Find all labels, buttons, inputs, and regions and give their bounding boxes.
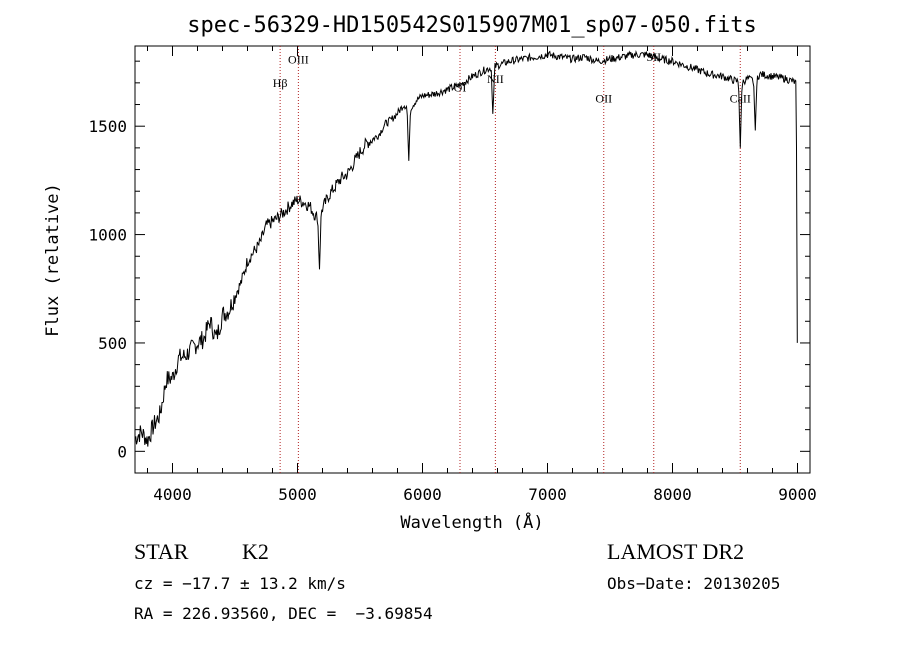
coordinates: RA = 226.93560, DEC = −3.69854 — [134, 604, 433, 623]
line-marker-label: NII — [487, 72, 504, 86]
x-tick-labels: 4000 5000 6000 7000 8000 9000 — [153, 485, 817, 504]
x-tick-label: 9000 — [778, 485, 817, 504]
x-axis-label: Wavelength (Å) — [400, 511, 543, 533]
y-tick-labels: 0 500 1000 1500 — [88, 117, 127, 461]
x-tick-label: 7000 — [528, 485, 567, 504]
y-tick-label: 0 — [117, 442, 127, 461]
axis-ticks — [135, 46, 810, 474]
x-tick-label: 6000 — [403, 485, 442, 504]
y-axis-label: Flux (relative) — [43, 183, 63, 337]
y-tick-label: 500 — [98, 334, 127, 353]
redshift-value: cz = −17.7 ± 13.2 km/s — [134, 574, 346, 593]
line-marker-label: Hβ — [273, 76, 288, 90]
line-marker-label: CaII — [730, 91, 751, 105]
spectrum-line — [134, 49, 798, 447]
line-marker-label: OIII — [288, 52, 309, 66]
object-class: STAR — [134, 539, 189, 564]
y-tick-label: 1000 — [88, 226, 127, 245]
line-marker-label: OII — [595, 91, 612, 105]
chart-title: spec-56329-HD150542S015907M01_sp07-050.f… — [187, 13, 757, 38]
survey-name: LAMOST DR2 — [607, 539, 745, 564]
x-tick-label: 4000 — [153, 485, 192, 504]
x-tick-label: 8000 — [653, 485, 692, 504]
y-tick-label: 1500 — [88, 117, 127, 136]
plot-frame — [134, 45, 811, 474]
x-tick-label: 5000 — [278, 485, 317, 504]
object-subclass: K2 — [242, 539, 269, 564]
observation-date: Obs−Date: 20130205 — [607, 574, 781, 593]
